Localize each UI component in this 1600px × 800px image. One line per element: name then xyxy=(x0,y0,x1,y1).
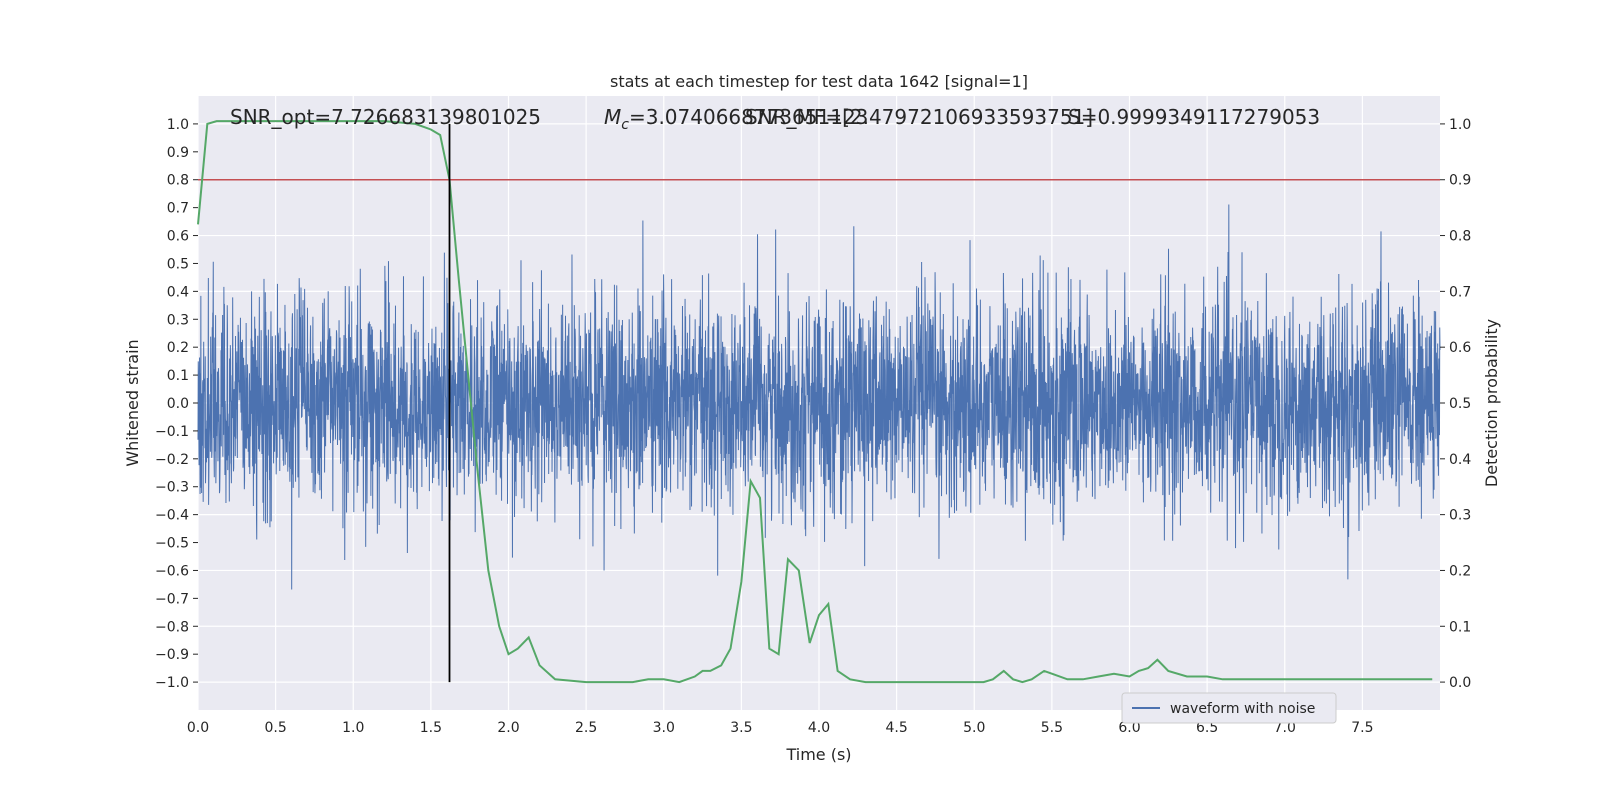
legend-label-waveform: waveform with noise xyxy=(1170,701,1315,717)
y-axis-label: Whitened strain xyxy=(123,339,142,466)
annotation-snr-opt: SNR_opt=7.726683139801025 xyxy=(230,105,541,129)
mc-subscript: c xyxy=(621,117,629,133)
y-tick-label: 0.9 xyxy=(167,145,189,161)
y-tick-label: 0.0 xyxy=(167,396,189,412)
y-tick-label: 0.2 xyxy=(167,340,189,356)
y-tick-label: −0.8 xyxy=(155,619,189,635)
mc-value: =3.0740668773651123 xyxy=(629,105,868,129)
annotation-snr-mf: SNR_MF=[2.47972106933593751] xyxy=(745,105,1093,129)
x-tick-label: 6.5 xyxy=(1196,720,1218,736)
x-tick-label: 1.5 xyxy=(420,720,442,736)
y-tick-label: −0.5 xyxy=(155,536,189,552)
annotation-s: S=0.9999349117279053 xyxy=(1068,105,1320,129)
y-tick-label: 0.4 xyxy=(167,284,189,300)
x-tick-label: 6.0 xyxy=(1118,720,1140,736)
legend-box xyxy=(1121,692,1337,724)
y2-tick-label: 1.0 xyxy=(1449,117,1471,133)
legend: waveform with noise xyxy=(1121,692,1337,724)
y2-axis-ticks: 1.0 0.9 0.8 0.7 0.6 0.5 0.4 0.3 0.2 0.1 0.0 xyxy=(1440,117,1471,691)
x-tick-label: 2.0 xyxy=(497,720,519,736)
y2-axis-label: Detection probability xyxy=(1482,319,1501,487)
x-tick-label: 3.0 xyxy=(653,720,675,736)
x-tick-label: 4.5 xyxy=(885,720,907,736)
detection-probability-line xyxy=(197,120,1433,684)
y2-tick-label: 0.1 xyxy=(1449,619,1471,635)
x-tick-label: 4.0 xyxy=(808,720,830,736)
x-tick-label: 5.5 xyxy=(1041,720,1063,736)
x-tick-label: 2.5 xyxy=(575,720,597,736)
y-tick-label: 1.0 xyxy=(167,117,189,133)
y2-tick-label: 0.8 xyxy=(1449,229,1471,245)
x-tick-label: 3.5 xyxy=(730,720,752,736)
x-axis-label: Time (s) xyxy=(785,745,851,764)
y-tick-label: −0.9 xyxy=(155,647,189,663)
chart-title: stats at each timestep for test data 164… xyxy=(610,72,1028,91)
x-tick-label: 0.0 xyxy=(187,720,209,736)
annotation-chirp-mass: Mc=3.0740668773651123 xyxy=(604,105,868,133)
y2-tick-label: 0.9 xyxy=(1449,173,1471,189)
y-tick-label: −0.7 xyxy=(155,591,189,607)
detection-probability-series xyxy=(197,120,1440,684)
y2-tick-label: 0.3 xyxy=(1449,508,1471,524)
y-tick-label: −0.6 xyxy=(155,563,189,579)
y-tick-label: −0.1 xyxy=(155,424,189,440)
y2-tick-label: 0.4 xyxy=(1449,452,1471,468)
y-tick-label: 0.3 xyxy=(167,312,189,328)
y-axis-ticks: 1.0 0.9 0.8 0.7 0.6 0.5 0.4 0.3 0.2 0.1 0.0 −0.1 −0.… xyxy=(155,117,198,691)
x-tick-label: 1.0 xyxy=(342,720,364,736)
y-tick-label: 0.6 xyxy=(167,229,189,245)
y-tick-label: −1.0 xyxy=(155,675,189,691)
y-tick-label: −0.2 xyxy=(155,452,189,468)
y-tick-label: 0.8 xyxy=(167,173,189,189)
y2-tick-label: 0.2 xyxy=(1449,563,1471,579)
y2-tick-label: 0.6 xyxy=(1449,340,1471,356)
waveform-with-noise-line xyxy=(197,204,1441,590)
y2-tick-label: 0.0 xyxy=(1449,675,1471,691)
y-tick-label: 0.7 xyxy=(167,201,189,217)
y2-tick-label: 0.7 xyxy=(1449,284,1471,300)
x-axis-ticks: 0.0 0.5 1.0 1.5 2.0 2.5 3.0 3.5 4.0 4.5 5.0 5.5 6.0 6… xyxy=(187,720,1374,736)
y-tick-label: 0.5 xyxy=(167,256,189,272)
y-tick-label: 0.1 xyxy=(167,368,189,384)
mc-symbol: M xyxy=(604,105,621,129)
y-tick-label: −0.4 xyxy=(155,508,189,524)
x-tick-label: 5.0 xyxy=(963,720,985,736)
x-tick-label: 0.5 xyxy=(264,720,286,736)
x-tick-label: 7.5 xyxy=(1351,720,1373,736)
x-tick-label: 7.0 xyxy=(1274,720,1296,736)
y2-tick-label: 0.5 xyxy=(1449,396,1471,412)
waveform-with-noise-series xyxy=(197,204,1441,590)
y-tick-label: −0.3 xyxy=(155,480,189,496)
